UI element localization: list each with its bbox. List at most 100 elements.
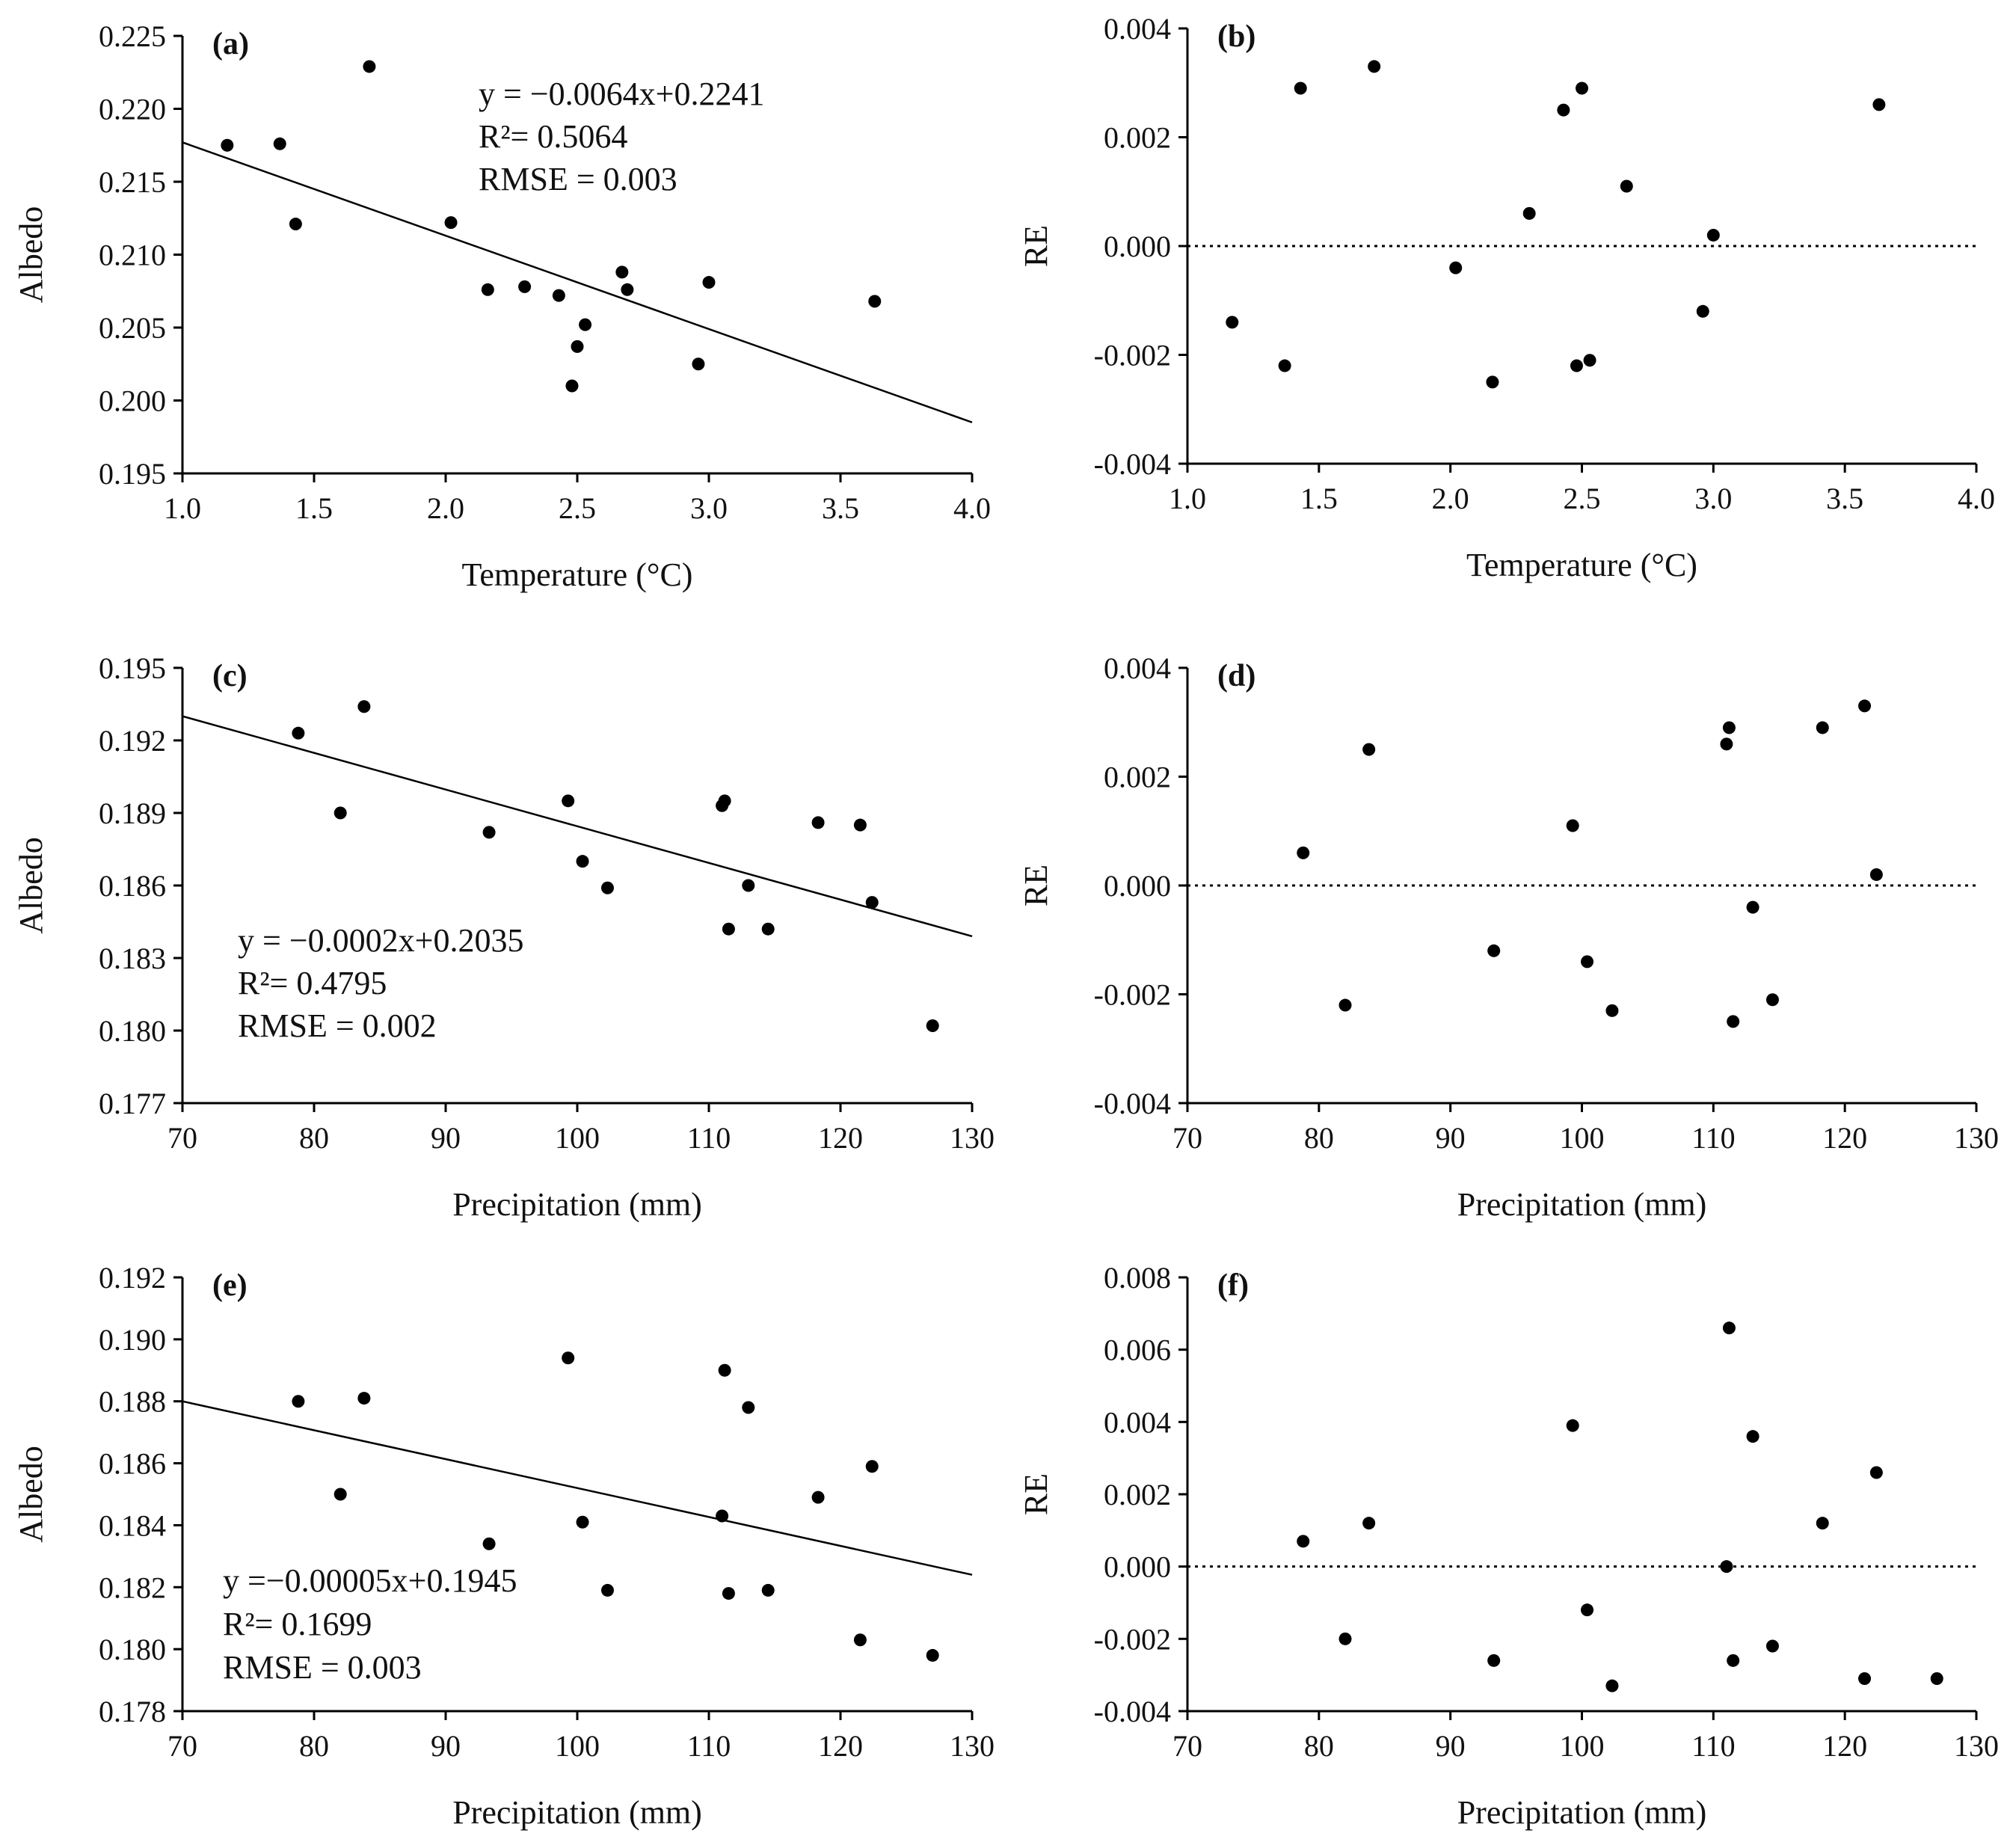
y-tick-label: 0.004 [1104, 651, 1171, 685]
data-point [482, 826, 496, 839]
panel-label: (c) [212, 659, 248, 693]
y-tick-label: 0.006 [1104, 1333, 1171, 1367]
x-tick-label: 90 [431, 1729, 461, 1763]
data-point [565, 379, 579, 393]
y-tick-label: 0.225 [99, 19, 166, 53]
y-tick-label: 0.210 [99, 239, 166, 272]
data-point [1278, 359, 1291, 372]
data-point [718, 1363, 731, 1377]
x-tick-label: 4.0 [1958, 482, 1995, 515]
data-point [334, 1488, 347, 1501]
y-tick-label: 0.000 [1104, 230, 1171, 263]
data-point [718, 794, 731, 808]
panel-label: (a) [212, 27, 249, 61]
x-tick-label: 90 [431, 1121, 461, 1155]
regression-line [182, 141, 973, 423]
data-point [1816, 1517, 1829, 1530]
data-point [576, 1515, 589, 1529]
y-tick-label: 0.004 [1104, 12, 1171, 46]
x-tick-label: 2.0 [1432, 482, 1469, 515]
panel-b: 1.0 1.5 2.0 2.5 3.0 3.5 4.0 -0.004 -0.002 0.000 0.… [1018, 12, 1995, 583]
data-point [692, 357, 705, 371]
y-axis-title: Albedo [13, 1446, 49, 1543]
data-point [1746, 1430, 1759, 1443]
data-point [853, 1633, 867, 1647]
x-axis-title: Precipitation (mm) [452, 1186, 702, 1223]
data-point [1338, 1632, 1352, 1645]
regression-annotation: y =−0.00005x+0.1945 [223, 1562, 517, 1599]
data-point [1294, 82, 1307, 95]
data-point [1487, 944, 1501, 957]
y-tick-label: 0.186 [99, 1447, 166, 1481]
data-point [600, 881, 614, 894]
y-tick-label: 0.004 [1104, 1405, 1171, 1439]
data-point [1720, 1560, 1733, 1574]
x-tick-label: 70 [167, 1729, 197, 1763]
data-point [363, 60, 376, 73]
regression-annotation: RMSE = 0.003 [479, 161, 677, 197]
y-tick-label: 0.180 [99, 1633, 166, 1666]
panel-label: (f) [1217, 1268, 1249, 1303]
y-tick-label: 0.200 [99, 384, 166, 418]
panel-label: (b) [1217, 19, 1255, 54]
data-point [1869, 1466, 1883, 1479]
data-point [562, 794, 575, 808]
data-point [722, 922, 735, 936]
data-point [1765, 993, 1779, 1007]
data-point [1583, 354, 1596, 367]
y-tick-label: 0.182 [99, 1571, 166, 1604]
data-point [1605, 1679, 1619, 1692]
y-tick-label: 0.177 [99, 1087, 166, 1120]
x-tick-label: 1.0 [1169, 482, 1206, 515]
data-point [292, 1395, 305, 1408]
data-point [1297, 846, 1310, 859]
y-tick-label: 0.205 [99, 311, 166, 345]
x-tick-label: 100 [555, 1121, 600, 1155]
y-tick-label: 0.180 [99, 1014, 166, 1048]
regression-annotation: RMSE = 0.002 [238, 1007, 437, 1044]
y-tick-label: 0.008 [1104, 1261, 1171, 1295]
data-point [289, 218, 302, 231]
x-tick-label: 80 [1304, 1729, 1334, 1763]
data-point [1338, 998, 1352, 1012]
data-point [444, 216, 458, 230]
y-tick-label: 0.220 [99, 93, 166, 126]
data-point [1566, 1419, 1579, 1432]
y-tick-label: 0.192 [99, 1261, 166, 1295]
data-point [1727, 1654, 1740, 1667]
panel-c: 70 80 90 100 110 120 130 0.177 0.180 0.183 0.186 0.… [13, 651, 995, 1223]
regression-line [182, 1400, 973, 1576]
regression-line [182, 715, 973, 938]
x-tick-label: 100 [555, 1729, 600, 1763]
y-tick-label: -0.002 [1094, 978, 1171, 1012]
data-point [865, 896, 879, 909]
data-point [1722, 721, 1736, 734]
data-point [926, 1019, 939, 1033]
y-tick-label: -0.002 [1094, 1622, 1171, 1656]
data-point [1522, 206, 1536, 220]
data-point [357, 700, 371, 713]
x-tick-label: 3.5 [1826, 482, 1863, 515]
y-axis-title: RE [1018, 225, 1054, 267]
data-point [221, 138, 234, 152]
data-point [1620, 179, 1633, 193]
y-tick-label: 0.190 [99, 1323, 166, 1357]
y-axis-title: RE [1018, 865, 1054, 906]
y-tick-label: 0.000 [1104, 869, 1171, 903]
data-point [1449, 261, 1463, 274]
x-tick-label: 130 [1954, 1729, 1999, 1763]
x-axis-title: Temperature (°C) [1466, 547, 1697, 583]
data-point [1368, 60, 1381, 73]
x-tick-label: 100 [1560, 1729, 1605, 1763]
x-tick-label: 70 [1172, 1729, 1202, 1763]
regression-annotation: R²= 0.1699 [223, 1606, 372, 1642]
data-point [1226, 316, 1239, 329]
x-tick-label: 80 [299, 1121, 329, 1155]
x-tick-label: 2.5 [559, 491, 596, 525]
data-point [742, 879, 755, 892]
y-tick-label: 0.186 [99, 869, 166, 903]
x-axis-title: Temperature (°C) [462, 556, 693, 593]
regression-annotation: R²= 0.4795 [238, 965, 387, 1001]
data-point [761, 922, 775, 936]
panel-label: (d) [1217, 659, 1255, 693]
